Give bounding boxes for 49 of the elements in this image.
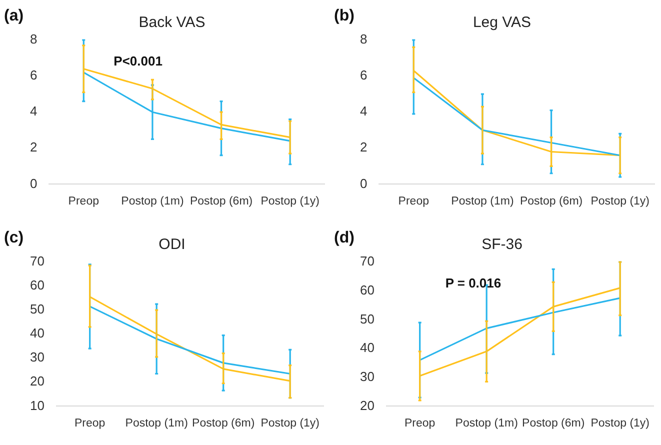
y-tick-label: 10 (30, 398, 44, 413)
x-tick-label: Postop (1m) (455, 417, 518, 430)
y-tick-label: 60 (30, 278, 44, 293)
text: (c) (4, 229, 24, 246)
y-tick-label: 4 (30, 104, 38, 119)
y-tick-label: 70 (360, 254, 374, 269)
text: (a) (4, 7, 24, 24)
x-tick-label: Postop (1y) (260, 417, 320, 430)
y-tick-label: 2 (360, 140, 368, 155)
annotation: P = 0.016 (445, 276, 502, 291)
text: (b) (334, 7, 354, 24)
annotation: P<0.001 (114, 54, 162, 69)
x-tick-label: Postop (1m) (451, 195, 514, 208)
x-tick-label: Postop (6m) (522, 417, 585, 430)
x-tick-label: Postop (1y) (590, 195, 650, 208)
y-tick-label: 6 (360, 68, 368, 83)
y-tick-label: 40 (360, 340, 374, 356)
y-tick-label: 60 (360, 282, 374, 298)
x-tick-label: Postop (6m) (520, 195, 583, 208)
x-tick-label: Preop (68, 195, 99, 208)
x-tick-label: Postop (1y) (260, 195, 320, 208)
y-tick-label: 70 (30, 254, 44, 269)
y-tick-label: 50 (360, 311, 374, 326)
chart-title: ODI (158, 236, 186, 254)
y-tick-label: 0 (30, 176, 38, 191)
x-tick-label: Postop (6m) (190, 195, 253, 208)
x-tick-label: Postop (1m) (125, 417, 188, 430)
x-tick-label: Preop (404, 417, 436, 430)
x-tick-label: Preop (398, 195, 429, 208)
y-tick-label: 30 (360, 368, 374, 384)
y-tick-label: 40 (30, 326, 44, 341)
y-tick-label: 8 (30, 32, 38, 47)
x-tick-label: Postop (1y) (590, 417, 650, 430)
y-tick-label: 50 (30, 302, 44, 317)
x-tick-label: Preop (74, 417, 106, 430)
text: (d) (334, 229, 354, 246)
x-tick-label: Postop (1m) (121, 195, 184, 208)
y-tick-label: 20 (360, 398, 374, 413)
y-tick-label: 2 (30, 140, 38, 155)
x-tick-label: Postop (6m) (192, 417, 255, 430)
chart-title: SF-36 (482, 236, 522, 254)
chart-title: Back VAS (138, 14, 206, 32)
y-tick-label: 4 (360, 104, 368, 119)
y-tick-label: 6 (30, 68, 38, 83)
y-tick-label: 8 (360, 32, 368, 47)
y-tick-label: 0 (360, 176, 368, 191)
y-tick-label: 20 (30, 374, 44, 389)
y-tick-label: 30 (30, 350, 44, 365)
chart-title: Leg VAS (472, 14, 532, 32)
